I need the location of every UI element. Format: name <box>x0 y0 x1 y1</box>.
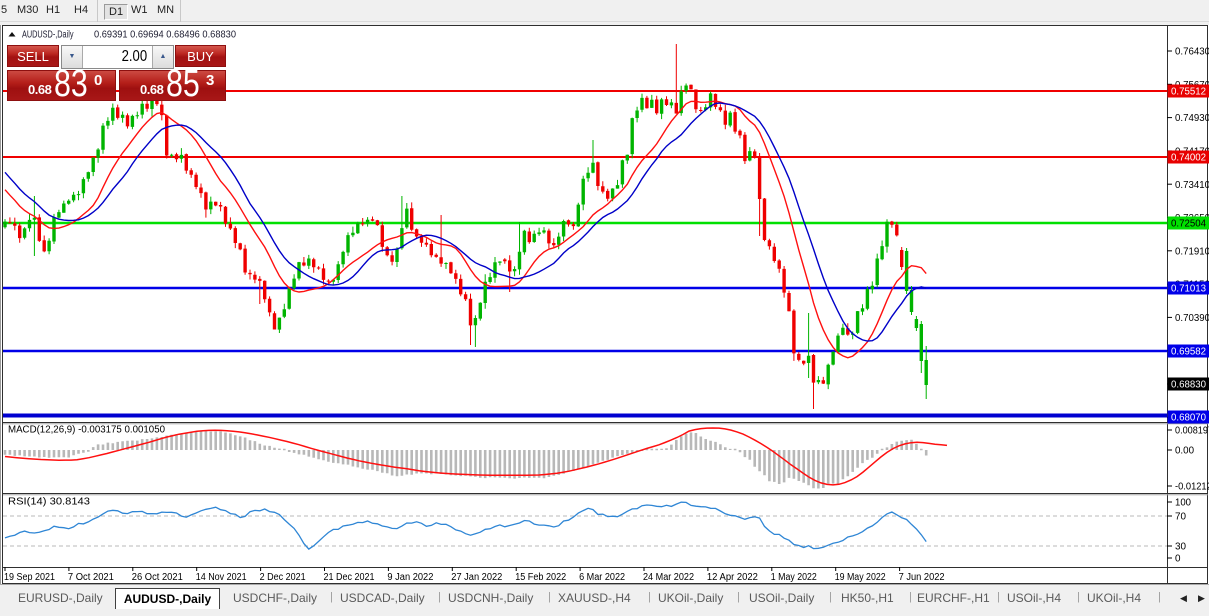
svg-text:0.73410: 0.73410 <box>1175 180 1209 191</box>
svg-text:21 Dec 2021: 21 Dec 2021 <box>324 572 375 583</box>
svg-text:14 Nov 2021: 14 Nov 2021 <box>196 572 247 583</box>
svg-text:19 May 2022: 19 May 2022 <box>835 572 886 583</box>
svg-text:0.71013: 0.71013 <box>1171 284 1206 295</box>
svg-text:-0.012122: -0.012122 <box>1175 482 1209 493</box>
svg-text:100: 100 <box>1175 498 1191 509</box>
svg-text:0.68830: 0.68830 <box>1171 380 1206 391</box>
svg-text:0.69391 0.69694 0.68496 0.6883: 0.69391 0.69694 0.68496 0.68830 <box>94 30 236 41</box>
svg-text:19 Sep 2021: 19 Sep 2021 <box>4 572 55 583</box>
svg-text:0.75512: 0.75512 <box>1171 87 1206 98</box>
svg-text:7 Oct 2021: 7 Oct 2021 <box>68 572 114 583</box>
svg-text:0.70390: 0.70390 <box>1175 313 1209 324</box>
svg-text:6 Mar 2022: 6 Mar 2022 <box>579 572 625 583</box>
svg-text:70: 70 <box>1175 512 1186 523</box>
svg-text:0: 0 <box>1175 554 1181 565</box>
svg-text:0.74002: 0.74002 <box>1171 153 1206 164</box>
svg-text:1 May 2022: 1 May 2022 <box>771 572 817 583</box>
svg-text:26 Oct 2021: 26 Oct 2021 <box>132 572 183 583</box>
svg-text:RSI(14) 30.8143: RSI(14) 30.8143 <box>8 497 90 508</box>
svg-text:9 Jan 2022: 9 Jan 2022 <box>387 572 433 583</box>
svg-text:24 Mar 2022: 24 Mar 2022 <box>643 572 694 583</box>
svg-text:AUDUSD-,Daily: AUDUSD-,Daily <box>22 30 74 41</box>
svg-text:0.68070: 0.68070 <box>1171 413 1206 424</box>
svg-text:2 Dec 2021: 2 Dec 2021 <box>260 572 306 583</box>
svg-text:30: 30 <box>1175 542 1186 553</box>
svg-text:27 Jan 2022: 27 Jan 2022 <box>451 572 502 583</box>
svg-text:0.74930: 0.74930 <box>1175 113 1209 124</box>
svg-text:0.72504: 0.72504 <box>1171 219 1206 230</box>
svg-text:0.008197: 0.008197 <box>1175 426 1209 437</box>
svg-text:0.76430: 0.76430 <box>1175 47 1209 58</box>
svg-text:MACD(12,26,9) -0.003175 0.0010: MACD(12,26,9) -0.003175 0.001050 <box>8 425 165 436</box>
svg-text:0.00: 0.00 <box>1175 446 1194 457</box>
svg-text:12 Apr 2022: 12 Apr 2022 <box>707 572 758 583</box>
svg-text:7 Jun 2022: 7 Jun 2022 <box>899 572 945 583</box>
svg-text:15 Feb 2022: 15 Feb 2022 <box>515 572 566 583</box>
svg-text:0.69582: 0.69582 <box>1171 347 1206 358</box>
svg-text:0.71910: 0.71910 <box>1175 246 1209 257</box>
